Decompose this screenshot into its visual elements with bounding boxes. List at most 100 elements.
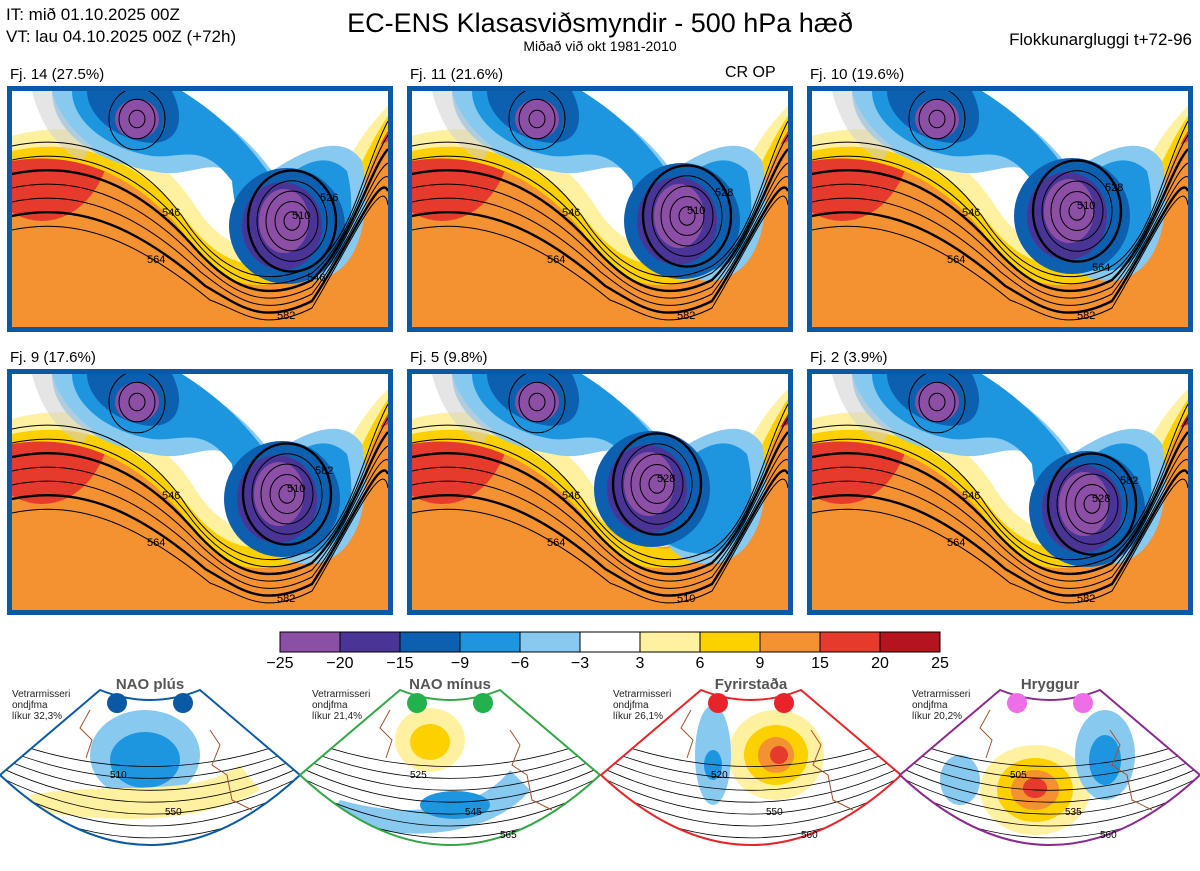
- regime-title: Fyrirstaða: [714, 676, 788, 693]
- west-low-contour: [518, 381, 556, 423]
- west-low-core: [515, 99, 559, 139]
- regime-contour-label: 510: [110, 770, 127, 781]
- colorbar-segment: [579, 631, 641, 653]
- contour-label: 564: [147, 537, 165, 549]
- regime-outline: [0, 688, 302, 846]
- low-contour: [251, 453, 323, 535]
- colorbar-tick-label: −6: [510, 655, 530, 672]
- regime-contour-label: 545: [465, 807, 482, 818]
- regime-description-line: ondjfma: [912, 700, 948, 711]
- colorbar-tick-label: −20: [326, 655, 354, 672]
- low-contour: [1059, 190, 1095, 232]
- west-low-contour: [128, 109, 146, 129]
- colorbar-tick-label: −25: [266, 655, 294, 672]
- low-contour: [1046, 452, 1138, 556]
- height-contour: [812, 134, 1188, 285]
- greenland-land: [32, 91, 92, 161]
- regime-coastline: [979, 709, 993, 759]
- regime-coastline: [379, 709, 393, 759]
- height-contour: [12, 445, 388, 582]
- yellow-band: [412, 101, 788, 286]
- height-contours: [12, 91, 388, 321]
- greenland-land: [432, 374, 492, 444]
- regime-contour: [900, 776, 1200, 815]
- anomaly-negative-core: [110, 732, 180, 788]
- regime-description-line: ondjfma: [12, 700, 48, 711]
- regime-outline: [599, 688, 903, 846]
- anomaly-negative-core: [420, 791, 490, 819]
- height-contour: [12, 176, 388, 306]
- greenland-land: [832, 91, 892, 161]
- height-contour: [12, 459, 388, 589]
- height-contour: [12, 195, 388, 321]
- regime-contour: [601, 737, 901, 767]
- regime-description-line: Vetrarmisseri: [613, 689, 672, 700]
- height-contour: [12, 120, 388, 278]
- height-contour: [12, 469, 388, 597]
- west-low-contour: [118, 98, 156, 140]
- regime-description: Vetrarmisseri ondjfma líkur 32,3%: [12, 689, 70, 722]
- regime-contour: [300, 737, 600, 767]
- low-contour: [1065, 473, 1119, 535]
- regime-dot: [774, 693, 794, 713]
- height-contour: [812, 459, 1188, 589]
- west-low-core: [915, 382, 959, 422]
- regime-contour-label: 525: [410, 770, 427, 781]
- colorbar-tick-label: 6: [695, 655, 705, 672]
- regime-contour: [900, 767, 1200, 803]
- low-contour: [283, 211, 301, 231]
- regime-contour: [0, 747, 300, 779]
- regime-contour: [300, 786, 600, 827]
- colorbar-segment: [279, 631, 341, 653]
- low-contour: [241, 442, 333, 546]
- low-contour: [641, 164, 733, 268]
- panel-label-5: Fj. 5 (9.8%): [410, 349, 488, 366]
- regime-title: NAO plús: [115, 676, 185, 693]
- regime-outline: [898, 688, 1200, 846]
- colorbar-tick-label: −15: [386, 655, 414, 672]
- contour-label: 564: [947, 537, 965, 549]
- low-contour: [246, 169, 338, 273]
- height-contour: [812, 195, 1188, 321]
- anomaly-negative-west: [940, 755, 980, 805]
- height-contour: [412, 403, 788, 561]
- low-contour: [621, 443, 693, 525]
- cluster-map-2: 546 564 582 510 528: [407, 86, 793, 332]
- page-title: EC-ENS Klasasviðsmyndir - 500 hPa hæð: [347, 8, 853, 38]
- low-contour: [278, 484, 296, 504]
- height-contour: [812, 148, 1188, 293]
- regime-contour-label: 560: [801, 830, 818, 841]
- regime-dot: [107, 693, 127, 713]
- regime-outline: [298, 688, 602, 846]
- regime-description: Vetrarmisseri ondjfma líkur 21,4%: [312, 689, 370, 722]
- height-contour: [812, 417, 1188, 568]
- contour-label: 546: [962, 207, 980, 219]
- west-low-contour: [508, 91, 566, 151]
- west-low-contour: [908, 374, 966, 434]
- height-contour: [12, 148, 388, 293]
- regime-coastline: [680, 709, 694, 759]
- height-contour: [12, 403, 388, 561]
- low-contour: [1041, 170, 1113, 252]
- height-contours: [412, 374, 788, 604]
- contour-label: 510: [687, 205, 705, 217]
- regime-description-line: líkur 26,1%: [613, 711, 664, 722]
- height-contour: [412, 459, 788, 589]
- contour-label: 546: [562, 490, 580, 502]
- regime-description-line: Vetrarmisseri: [312, 689, 371, 700]
- regime-coastline: [209, 729, 253, 811]
- greenland-land: [32, 374, 92, 444]
- low-contour: [260, 463, 314, 525]
- regime-description-line: Vetrarmisseri: [12, 689, 71, 700]
- contour-label: 510: [677, 593, 695, 605]
- contour-label: 546: [562, 207, 580, 219]
- regime-contour: [300, 747, 600, 779]
- west-low-contour: [508, 374, 566, 434]
- height-contour: [412, 162, 788, 299]
- west-low-contour: [928, 392, 946, 412]
- height-contour: [12, 417, 388, 568]
- colorbar-tick-label: 25: [931, 655, 949, 672]
- height-contour: [412, 469, 788, 597]
- low-contour: [269, 473, 305, 515]
- contour-label: 510: [292, 210, 310, 222]
